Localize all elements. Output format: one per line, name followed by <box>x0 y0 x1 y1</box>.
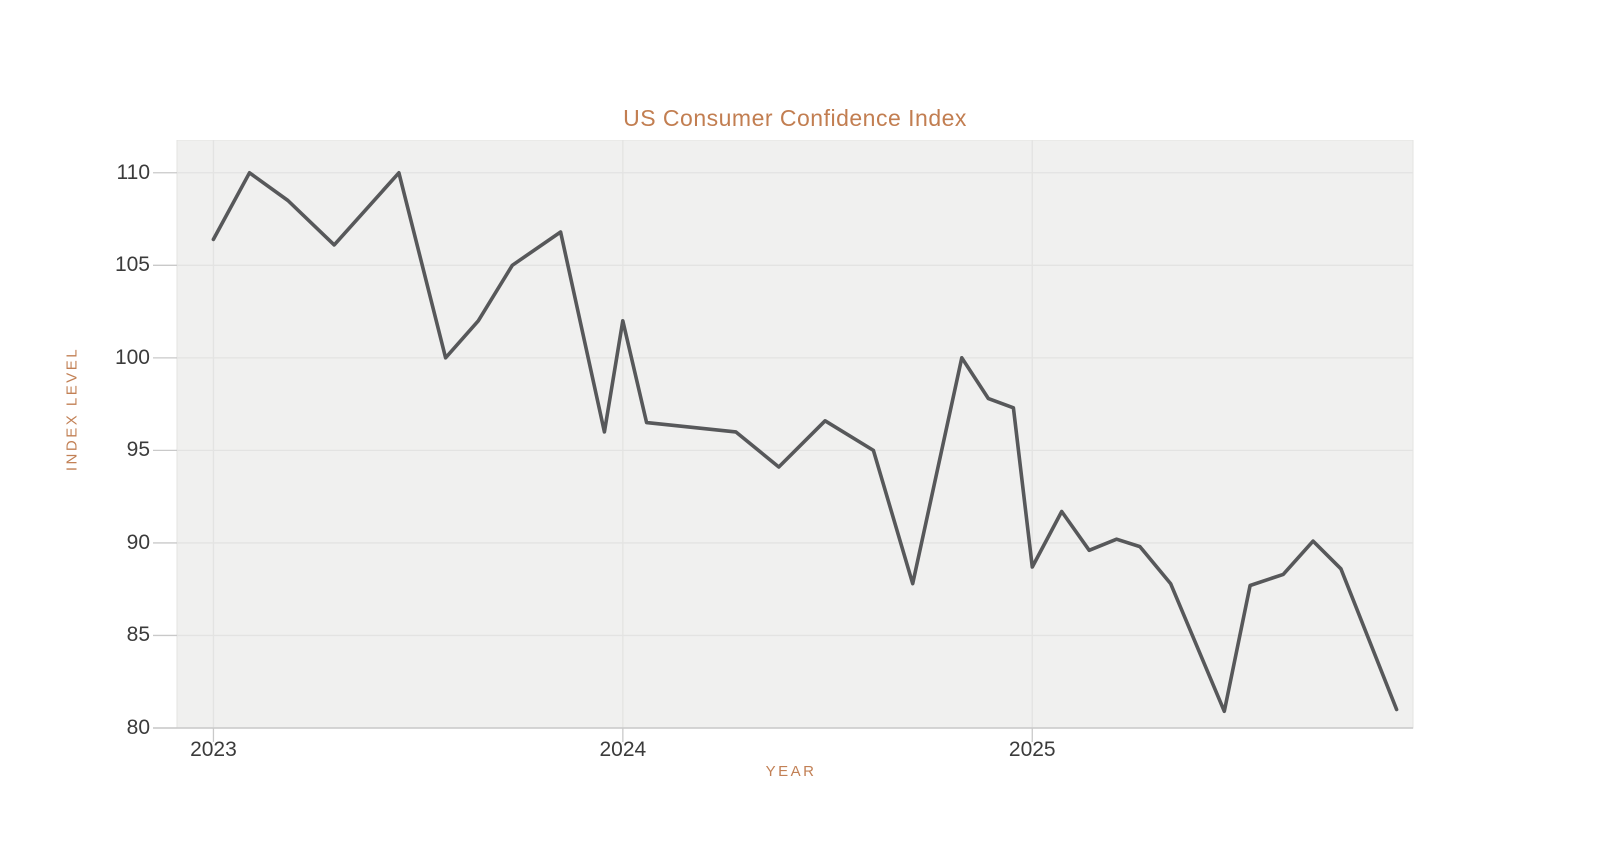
y-tick-label: 105 <box>114 253 150 277</box>
x-axis-title: YEAR <box>765 763 817 780</box>
x-tick-label: 2025 <box>1008 738 1056 761</box>
x-tick-label: 2023 <box>190 738 237 761</box>
y-tick-label: 95 <box>126 438 150 462</box>
plot-background <box>176 140 1414 729</box>
y-tick-label: 80 <box>126 716 150 739</box>
y-tick-label: 100 <box>114 345 150 369</box>
plot-area <box>153 140 1414 742</box>
y-tick-label: 90 <box>126 530 150 554</box>
y-tick-label: 85 <box>126 623 150 647</box>
y-tick-label: 110 <box>116 160 150 184</box>
x-tick-label: 2024 <box>599 738 647 761</box>
chart-title: US Consumer Confidence Index <box>623 105 967 131</box>
confidence-line-series <box>211 170 1399 714</box>
